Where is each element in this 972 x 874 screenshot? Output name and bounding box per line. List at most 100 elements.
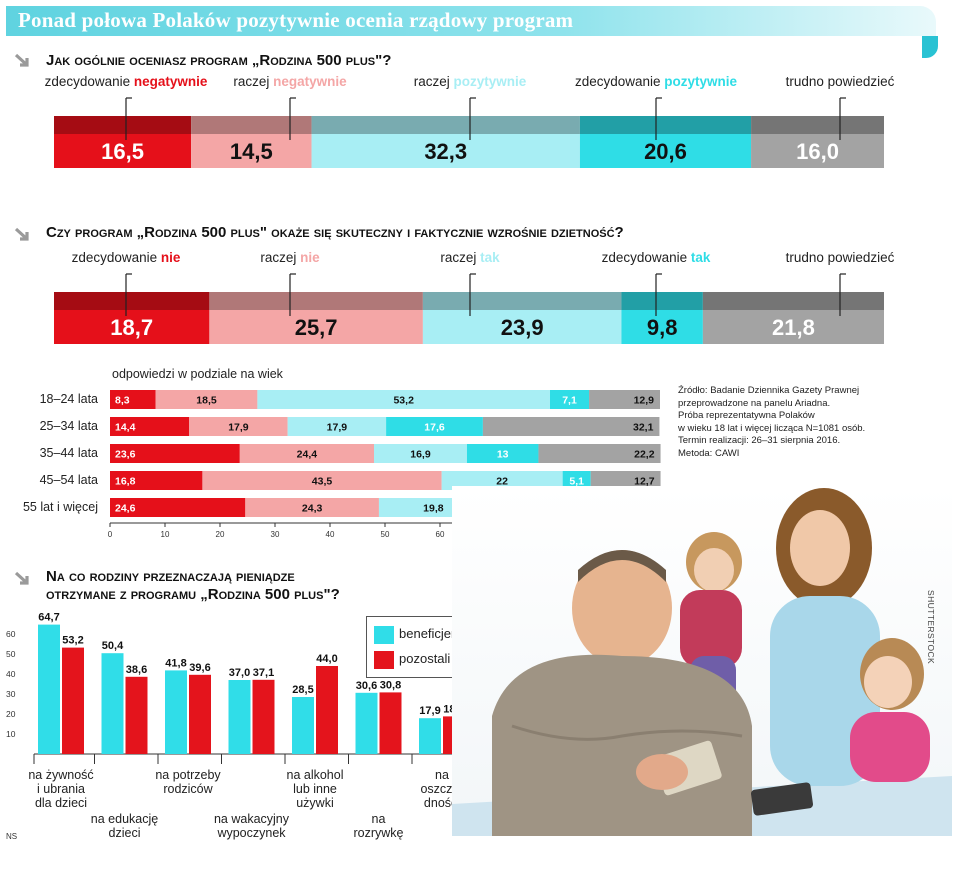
age-bar-segment [466, 444, 539, 463]
source-line: Źródło: Badanie Dziennika Gazety Prawnej [678, 385, 860, 396]
q3-category-label-line: na alkohol [286, 768, 344, 782]
age-bar-value-label: 5,1 [569, 476, 584, 488]
legend-swatch-pozostali [373, 650, 395, 670]
answer-label: trudno powiedzieć [786, 250, 895, 265]
question-arrow-icon [14, 571, 29, 585]
age-bar-segment [482, 417, 660, 436]
answer-label: zdecydowanie nie [72, 250, 181, 265]
q3-y-tick-label: 60 [6, 629, 16, 639]
age-bar-segment [538, 444, 661, 463]
bar-pozostali [62, 647, 84, 754]
corner-mark: NS [6, 832, 18, 841]
bar-segment-top [54, 116, 192, 134]
page-title: Ponad połowa Polaków pozytywnie ocenia r… [18, 8, 574, 32]
bar-pozostali [125, 676, 148, 754]
bar-beneficjenci [101, 653, 124, 754]
q2-question: Czy program „Rodzina 500 plus" okaże się… [46, 224, 624, 241]
q3-category-label-line: na potrzeby [155, 768, 221, 782]
q3-category-label-line: i ubrania [37, 782, 85, 796]
age-bar-segment [202, 471, 442, 490]
q3-y-tick-label: 50 [6, 649, 16, 659]
photo-credit: SHUTTERSTOCK [926, 590, 940, 720]
age-bar-segment [110, 417, 190, 436]
bar-segment [621, 310, 703, 344]
question-arrow-icon [14, 227, 29, 241]
bar-value-label: 23,9 [501, 315, 544, 340]
age-bar-value-label: 8,3 [115, 395, 130, 407]
bar-pozostali [252, 679, 275, 754]
age-bar-segment [589, 390, 660, 409]
answer-label: raczej negatywnie [233, 74, 346, 89]
answer-label-text: trudno powiedzieć [785, 250, 895, 265]
answer-label: raczej pozytywnie [414, 74, 527, 89]
age-bar-value-label: 24,6 [115, 503, 136, 515]
age-axis-tick-label: 60 [436, 530, 445, 539]
q3-category-label-line: używki [296, 796, 334, 810]
age-bar-segment [110, 390, 156, 409]
q3-bar-value-label: 64,7 [38, 612, 59, 624]
q1-question: Jak ogólnie oceniasz program „Rodzina 50… [46, 52, 392, 69]
bar-value-label: 20,6 [644, 139, 687, 164]
age-bar-value-label: 12,7 [634, 476, 655, 488]
age-axis-tick-label: 0 [108, 530, 113, 539]
title-bar-tab [922, 36, 938, 58]
age-bar-value-label: 18,5 [196, 395, 217, 407]
age-bar-segment [550, 390, 590, 409]
answer-label: zdecydowanie negatywnie [45, 74, 208, 89]
age-bar-value-label: 17,9 [327, 422, 348, 434]
age-bar-segment [287, 417, 387, 436]
age-bar-segment [110, 444, 240, 463]
bar-segment-top [311, 116, 580, 134]
answer-label-text: raczej [413, 74, 454, 89]
q3-bar-value-label: 28,5 [292, 684, 313, 696]
q3-bar-value-label: 37,0 [229, 667, 250, 679]
bar-value-label: 32,3 [424, 139, 467, 164]
bar-segment [209, 310, 423, 344]
age-bar-value-label: 13 [497, 449, 509, 461]
q3-category-label-line: rozrywkę [353, 826, 404, 840]
q3-category-label: na edukację dzieci [91, 812, 158, 840]
q3-bar-value-label: 44,0 [316, 653, 337, 665]
age-bar-value-label: 22 [496, 476, 508, 488]
bar-beneficjenci [355, 692, 378, 754]
answer-label-emphasis: pozytywnie [453, 74, 527, 89]
bar-value-label: 16,5 [101, 139, 144, 164]
q3-bar-value-label: 39,6 [189, 662, 210, 674]
q3-bar-value-label: 38,6 [126, 664, 147, 676]
answer-label-text: zdecydowanie [574, 74, 665, 89]
legend-label-pozostali: pozostali [399, 651, 451, 666]
answer-label: zdecydowanie pozytywnie [575, 74, 737, 89]
source-line: przeprowadzone na panelu Ariadna. [678, 397, 831, 409]
bar-segment [54, 310, 210, 344]
bar-pozostali [189, 674, 211, 754]
q3-bar-value-label: 37,1 [253, 667, 274, 679]
age-bar-segment [110, 498, 246, 517]
age-row-label: 55 lat i więcej [22, 500, 98, 514]
source-line: Próba reprezentatywna Polaków [678, 410, 815, 421]
answer-label-emphasis: negatywnie [133, 74, 208, 89]
answer-label-text: zdecydowanie [601, 250, 691, 265]
age-bar-value-label: 7,1 [562, 395, 577, 407]
q3-category-label: na potrzeby rodziców [155, 768, 220, 796]
age-bar-value-label: 32,1 [633, 422, 654, 434]
age-bar-segment [590, 471, 661, 490]
answer-label-text: raczej [233, 74, 274, 89]
q3-category-label: na rozrywkę [353, 812, 403, 840]
age-bar-segment [562, 471, 591, 490]
age-bar-segment [110, 471, 203, 490]
age-axis-tick-label: 40 [326, 530, 335, 539]
bar-segment-top [621, 292, 703, 310]
age-bar-segment [386, 417, 483, 436]
legend-label-beneficjenci: beneficjenci [399, 626, 468, 641]
q3-category-label-line: na wakacyjny [213, 812, 290, 826]
answer-label: zdecydowanie tak [602, 250, 711, 265]
bar-segment-top [54, 292, 210, 310]
age-axis-tick-label: 50 [381, 530, 390, 539]
answer-label-text: raczej [440, 250, 481, 265]
bar-value-label: 21,8 [772, 315, 815, 340]
legend-swatch-beneficjenci [373, 625, 395, 645]
age-bar-value-label: 16,8 [115, 476, 136, 488]
q3-category-label: na wakacyjny wypoczynek [214, 812, 289, 840]
age-bar-value-label: 17,6 [424, 422, 445, 434]
answer-label: raczej nie [260, 250, 319, 265]
